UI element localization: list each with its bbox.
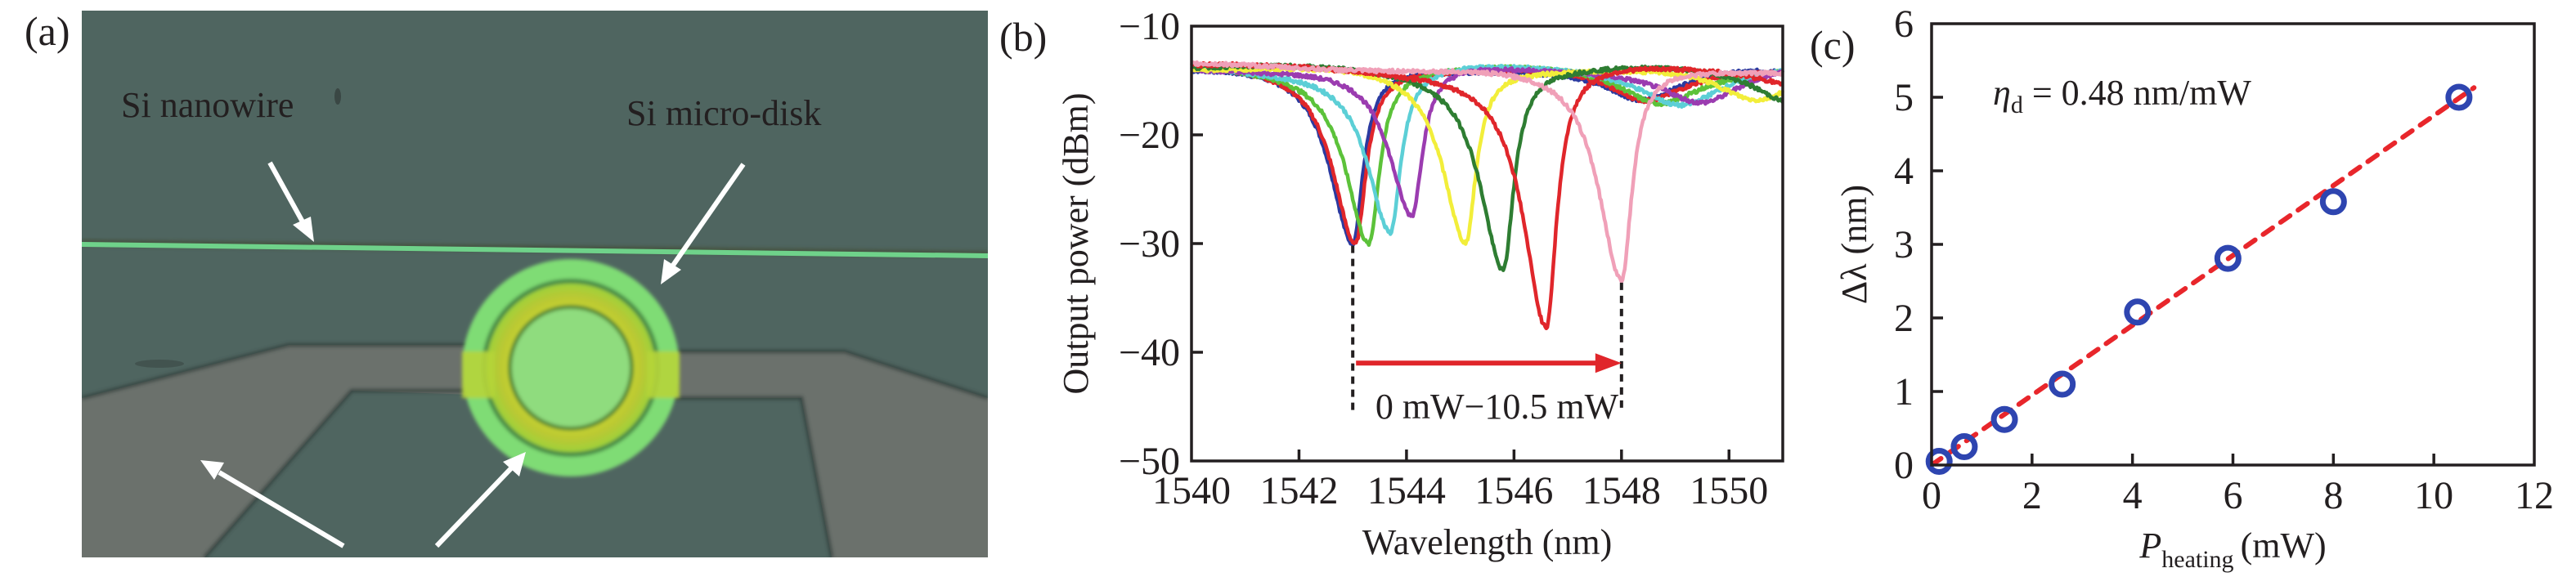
x-tick-label: 1542 bbox=[1259, 469, 1338, 512]
data-point bbox=[1925, 448, 1953, 475]
fit-line bbox=[1929, 85, 2477, 467]
x-axis-label: Wavelength (nm) bbox=[1362, 522, 1613, 562]
spectrum-dark-green bbox=[1190, 62, 1784, 272]
y-tick-label: −40 bbox=[1119, 331, 1180, 374]
x-tick-label: 0 bbox=[1922, 474, 1941, 517]
x-tick-label: 2 bbox=[2022, 474, 2042, 517]
x-axis-label: Pheating (mW) bbox=[2138, 526, 2326, 573]
x-axis-label-subscript: heating bbox=[2161, 546, 2233, 573]
y-tick-label: 6 bbox=[1894, 2, 1914, 46]
data-point bbox=[1950, 433, 1978, 460]
data-point bbox=[2124, 298, 2152, 326]
speck bbox=[334, 88, 341, 105]
si-micro-disk bbox=[462, 259, 680, 476]
panel-label-c: (c) bbox=[1810, 22, 1856, 68]
shift-annotation bbox=[1351, 245, 1623, 413]
y-axis-label: Output power (dBm) bbox=[1056, 92, 1096, 394]
efficiency-annotation: ηd = 0.48 nm/mW bbox=[1993, 73, 2251, 119]
y-tick-label: 4 bbox=[1894, 150, 1914, 193]
label-si-micro-disk: Si micro-disk bbox=[626, 93, 821, 133]
arrow-nanowire bbox=[267, 161, 314, 242]
x-tick-label: 4 bbox=[2123, 474, 2143, 517]
shift-arrow-head bbox=[1595, 353, 1622, 374]
spectrum-purple bbox=[1191, 65, 1784, 218]
arrow-micro-disk bbox=[661, 163, 746, 284]
x-tick-label: 10 bbox=[2414, 474, 2453, 517]
y-tick-label: −30 bbox=[1119, 222, 1180, 266]
linear-fit-line bbox=[1929, 85, 2477, 467]
arrow-heater-ring bbox=[434, 452, 526, 548]
panel-label-b: (b) bbox=[999, 14, 1047, 60]
heater-electrode-pad-left bbox=[82, 345, 571, 557]
data-points bbox=[1925, 83, 2473, 475]
x-tick-label: 12 bbox=[2515, 474, 2554, 517]
data-point bbox=[2319, 188, 2347, 216]
y-tick-label: 0 bbox=[1894, 444, 1914, 487]
x-tick-label: 8 bbox=[2323, 474, 2343, 517]
y-tick-label: 2 bbox=[1894, 297, 1914, 340]
spectrum-curves bbox=[1190, 60, 1785, 331]
data-point bbox=[2214, 244, 2242, 272]
y-tick-label: 3 bbox=[1894, 223, 1914, 266]
arrow-heater-pad bbox=[200, 460, 345, 548]
x-tick-label: 1548 bbox=[1582, 469, 1661, 512]
panel-label-a: (a) bbox=[25, 8, 70, 54]
x-axis-label-unit: (mW) bbox=[2241, 526, 2327, 566]
eta-value: = 0.48 nm/mW bbox=[2023, 73, 2251, 113]
x-tick-label: 1550 bbox=[1690, 469, 1768, 512]
x-tick-label: 1544 bbox=[1367, 469, 1446, 512]
spectrum-pink bbox=[1191, 60, 1784, 284]
x-tick-label: 6 bbox=[2224, 474, 2243, 517]
y-tick-label: 5 bbox=[1894, 76, 1914, 119]
y-axis-label: Δλ (nm) bbox=[1834, 185, 1874, 304]
data-point bbox=[2049, 370, 2076, 398]
y-tick-label: −50 bbox=[1119, 440, 1180, 483]
si-nanowire-waveguide bbox=[82, 239, 988, 258]
eta-subscript: d bbox=[2011, 92, 2023, 119]
speck bbox=[135, 360, 184, 368]
heater-electrode-pad-right bbox=[571, 351, 988, 557]
microscope-photo: Si nanowire Si micro-disk bbox=[82, 11, 988, 557]
power-range-label: 0 mW−10.5 mW bbox=[1376, 387, 1619, 427]
x-tick-label: 1546 bbox=[1474, 469, 1553, 512]
y-tick-label: −10 bbox=[1119, 5, 1180, 48]
y-tick-label: −20 bbox=[1119, 114, 1180, 157]
data-point bbox=[2445, 83, 2473, 111]
x-axis-label-symbol: P bbox=[2138, 526, 2161, 566]
y-tick-label: 1 bbox=[1894, 370, 1914, 414]
eta-symbol: η bbox=[1993, 73, 2011, 113]
label-si-nanowire: Si nanowire bbox=[121, 85, 294, 125]
data-point bbox=[1990, 405, 2018, 433]
x-tick-label: 1540 bbox=[1152, 469, 1231, 512]
